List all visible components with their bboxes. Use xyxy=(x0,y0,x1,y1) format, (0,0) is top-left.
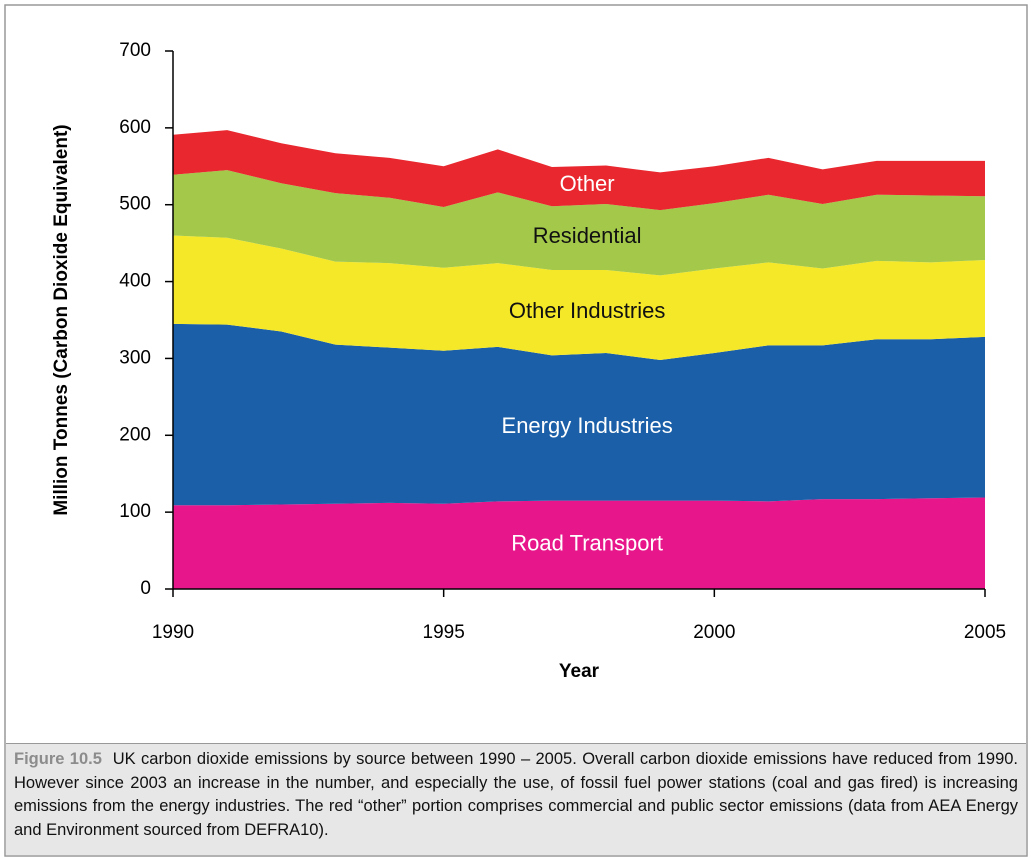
y-tick-label: 600 xyxy=(119,117,151,138)
y-tick-label: 700 xyxy=(119,40,151,61)
y-tick-label: 100 xyxy=(119,501,151,522)
caption-text: UK carbon dioxide emissions by source be… xyxy=(14,750,1019,839)
series-label: Road Transport xyxy=(511,531,663,556)
x-axis-label: Year xyxy=(559,661,600,682)
y-tick-label: 400 xyxy=(119,271,151,292)
series-label: Other xyxy=(560,171,615,196)
caption: Figure 10.5 UK carbon dioxide emissions … xyxy=(6,743,1026,855)
series-label: Energy Industries xyxy=(502,413,673,438)
x-tick-label: 2000 xyxy=(693,622,735,643)
y-tick-label: 300 xyxy=(119,347,151,368)
area xyxy=(173,323,985,506)
series-label: Residential xyxy=(533,223,642,248)
x-tick-label: 1990 xyxy=(152,622,194,643)
caption-label: Figure 10.5 xyxy=(14,750,102,768)
y-tick-label: 500 xyxy=(119,194,151,215)
x-tick-label: 1995 xyxy=(423,622,465,643)
y-tick-label: 200 xyxy=(119,424,151,445)
x-tick-label: 2005 xyxy=(964,622,1006,643)
y-tick-label: 0 xyxy=(140,578,151,599)
y-axis-label: Million Tonnes (Carbon Dioxide Equivalen… xyxy=(51,124,72,515)
series-label: Other Industries xyxy=(509,298,666,323)
frame xyxy=(4,4,1028,857)
area xyxy=(173,130,985,211)
area xyxy=(173,170,985,276)
area xyxy=(173,235,985,360)
area xyxy=(173,497,985,589)
